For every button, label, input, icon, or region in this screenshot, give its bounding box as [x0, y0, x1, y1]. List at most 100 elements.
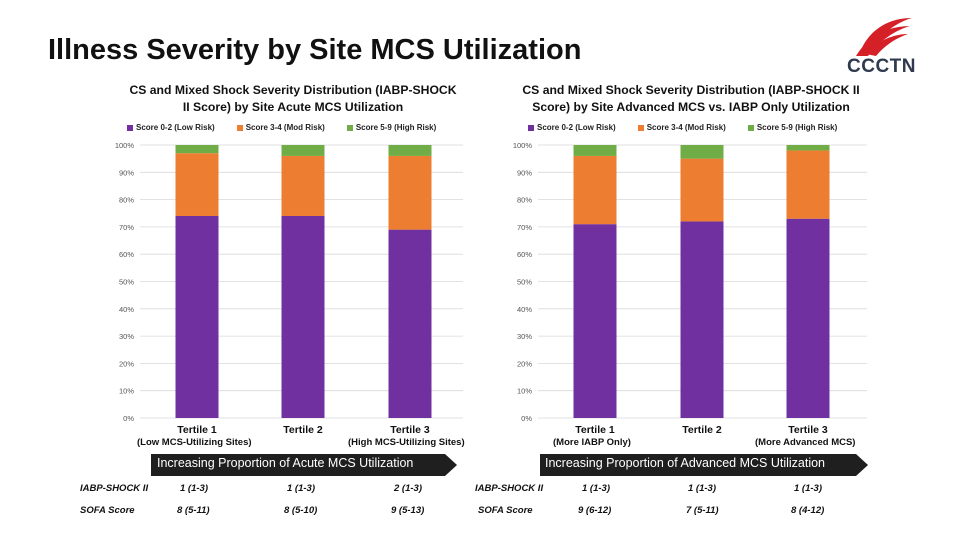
chart-1-bar-2-segment-1 — [281, 215, 325, 418]
chart-2-category-label-2: Tertile 2 — [682, 424, 722, 436]
legend-swatch-high — [747, 124, 754, 131]
chart-2-category-sublabel-1: (More IABP Only) — [553, 437, 631, 448]
chart-2-table-row-1-val-1: 1 (1-3) — [582, 483, 610, 494]
chart-2-ytick-label: 20% — [517, 359, 532, 368]
chart-1-ytick-label: 20% — [119, 359, 134, 368]
chart-1-ytick-label: 70% — [119, 223, 134, 232]
chart-2-ytick-label: 30% — [517, 332, 532, 341]
chart-2-bar-1-segment-1 — [573, 224, 617, 418]
legend-swatch-low — [127, 124, 133, 131]
chart-1-ytick-label: 80% — [119, 196, 134, 205]
chart-2-bar-3-segment-2 — [786, 150, 830, 219]
chart-1-bar-2-segment-3 — [281, 145, 325, 156]
chart-2-table-row-1-label: IABP-SHOCK II — [475, 483, 544, 494]
chart-2-ytick-label: 50% — [517, 278, 532, 287]
chart-2-ytick-label: 60% — [517, 250, 532, 259]
legend-item-mod: Score 3-4 (Mod Risk) — [637, 123, 726, 132]
chart-2-bar-1-segment-2 — [573, 155, 617, 225]
legend-item-high: Score 5-9 (High Risk) — [747, 123, 838, 132]
chart-1-table-row-2-val-1: 8 (5-11) — [177, 505, 210, 516]
chart-1-table-row-2-val-3: 9 (5-13) — [391, 505, 425, 516]
chart-2-table-row-2-val-1: 9 (6-12) — [578, 505, 612, 516]
chart-1-arrow-banner — [151, 454, 457, 476]
chart-1-ytick-label: 30% — [119, 332, 134, 341]
chart-2-ytick-label: 10% — [517, 387, 532, 396]
chart-1-bar-3-segment-3 — [388, 145, 432, 156]
logo-text: CCCTN — [847, 56, 916, 77]
chart-2-ytick-label: 90% — [517, 168, 532, 177]
legend-item-high: Score 5-9 (High Risk) — [346, 123, 437, 132]
legend-label-mod: Score 3-4 (Mod Risk) — [646, 123, 726, 132]
chart-2-ytick-label: 70% — [517, 223, 532, 232]
chart-2-table-row-2-val-2: 7 (5-11) — [686, 505, 719, 516]
legend-item-low: Score 0-2 (Low Risk) — [528, 123, 616, 132]
chart-2-ytick-label: 80% — [517, 196, 532, 205]
chart-1-category-label-1: Tertile 1 — [177, 424, 217, 436]
legend-item-low: Score 0-2 (Low Risk) — [127, 123, 215, 132]
chart-2-table-row-2-label: SOFA Score — [478, 505, 533, 516]
chart-2-bar-2-segment-1 — [680, 221, 724, 418]
legend-label-low: Score 0-2 (Low Risk) — [537, 123, 616, 132]
legend-swatch-mod — [236, 124, 243, 131]
chart-1-table-row-1-label: IABP-SHOCK II — [80, 483, 149, 494]
chart-1-ytick-label: 60% — [119, 250, 134, 259]
chart-1-ytick-label: 50% — [119, 278, 134, 287]
chart-1-title: CS and Mixed Shock Severity Distribution… — [108, 82, 478, 116]
chart-1-table-row-2-val-2: 8 (5-10) — [284, 505, 318, 516]
chart-2-arrow-banner — [540, 454, 868, 476]
ccctn-logo — [856, 18, 912, 56]
legend-swatch-low — [528, 124, 534, 131]
chart-2-table-row-1-val-3: 1 (1-3) — [794, 483, 822, 494]
chart-2-bar-3-segment-3 — [786, 145, 830, 151]
chart-1-legend: Score 0-2 (Low Risk) Score 3-4 (Mod Risk… — [127, 123, 436, 132]
chart-1-table-row-1-val-2: 1 (1-3) — [287, 483, 315, 494]
chart-1-table-row-1-val-3: 2 (1-3) — [394, 483, 422, 494]
chart-1-category-sublabel-1: (Low MCS-Utilizing Sites) — [137, 437, 252, 448]
chart-1-category-sublabel-3: (High MCS-Utilizing Sites) — [348, 437, 465, 448]
chart-1-ytick-label: 0% — [123, 414, 134, 423]
chart-1-title-line-1: CS and Mixed Shock Severity Distribution… — [129, 83, 457, 97]
chart-2-ytick-label: 100% — [513, 141, 533, 150]
chart-2-bar-1-segment-3 — [573, 145, 617, 156]
chart-2-title: CS and Mixed Shock Severity Distribution… — [505, 82, 877, 116]
legend-swatch-high — [346, 124, 353, 131]
chart-2-category-label-1: Tertile 1 — [575, 424, 615, 436]
chart-2-title-line-1: CS and Mixed Shock Severity Distribution… — [522, 83, 860, 97]
chart-2-table-row-1-val-2: 1 (1-3) — [688, 483, 716, 494]
chart-2-legend: Score 0-2 (Low Risk) Score 3-4 (Mod Risk… — [528, 123, 837, 132]
chart-1-title-line-2: II Score) by Site Acute MCS Utilization — [182, 100, 404, 114]
chart-1-ytick-label: 100% — [115, 141, 135, 150]
legend-label-mod: Score 3-4 (Mod Risk) — [245, 123, 325, 132]
chart-2-title-line-2: Score) by Site Advanced MCS vs. IABP Onl… — [532, 100, 850, 114]
chart-1-table-row-2-label: SOFA Score — [80, 505, 135, 516]
chart-2-arrow-label: Increasing Proportion of Advanced MCS Ut… — [545, 456, 826, 470]
legend-label-high: Score 5-9 (High Risk) — [355, 123, 437, 132]
chart-1-category-label-2: Tertile 2 — [283, 424, 323, 436]
chart-1-bar-2-segment-2 — [281, 155, 325, 216]
legend-swatch-mod — [637, 124, 644, 131]
chart-2-category-sublabel-3: (More Advanced MCS) — [755, 437, 856, 448]
chart-2-category-label-3: Tertile 3 — [788, 424, 828, 436]
chart-1-bar-1-segment-3 — [175, 145, 219, 154]
chart-2-bar-3-segment-1 — [786, 218, 830, 418]
chart-1-bar-1-segment-1 — [175, 215, 219, 418]
legend-label-high: Score 5-9 (High Risk) — [756, 123, 838, 132]
chart-2-bar-2-segment-3 — [680, 145, 724, 159]
chart-1-bar-3-segment-1 — [388, 229, 432, 418]
chart-1-ytick-label: 10% — [119, 387, 134, 396]
chart-2-ytick-label: 40% — [517, 305, 532, 314]
chart-2-bar-2-segment-2 — [680, 158, 724, 222]
chart-1-arrow-label: Increasing Proportion of Acute MCS Utili… — [157, 456, 414, 470]
chart-2-table-row-2-val-3: 8 (4-12) — [791, 505, 825, 516]
chart-1-bar-3-segment-2 — [388, 155, 432, 230]
chart-1-table-row-1-val-1: 1 (1-3) — [180, 483, 208, 494]
legend-item-mod: Score 3-4 (Mod Risk) — [236, 123, 325, 132]
chart-1-ytick-label: 40% — [119, 305, 134, 314]
slide-title: Illness Severity by Site MCS Utilization — [48, 34, 582, 66]
chart-1-category-label-3: Tertile 3 — [390, 424, 430, 436]
chart-1-bar-1-segment-2 — [175, 153, 219, 216]
chart-1-ytick-label: 90% — [119, 168, 134, 177]
legend-label-low: Score 0-2 (Low Risk) — [136, 123, 215, 132]
chart-2-ytick-label: 0% — [521, 414, 532, 423]
